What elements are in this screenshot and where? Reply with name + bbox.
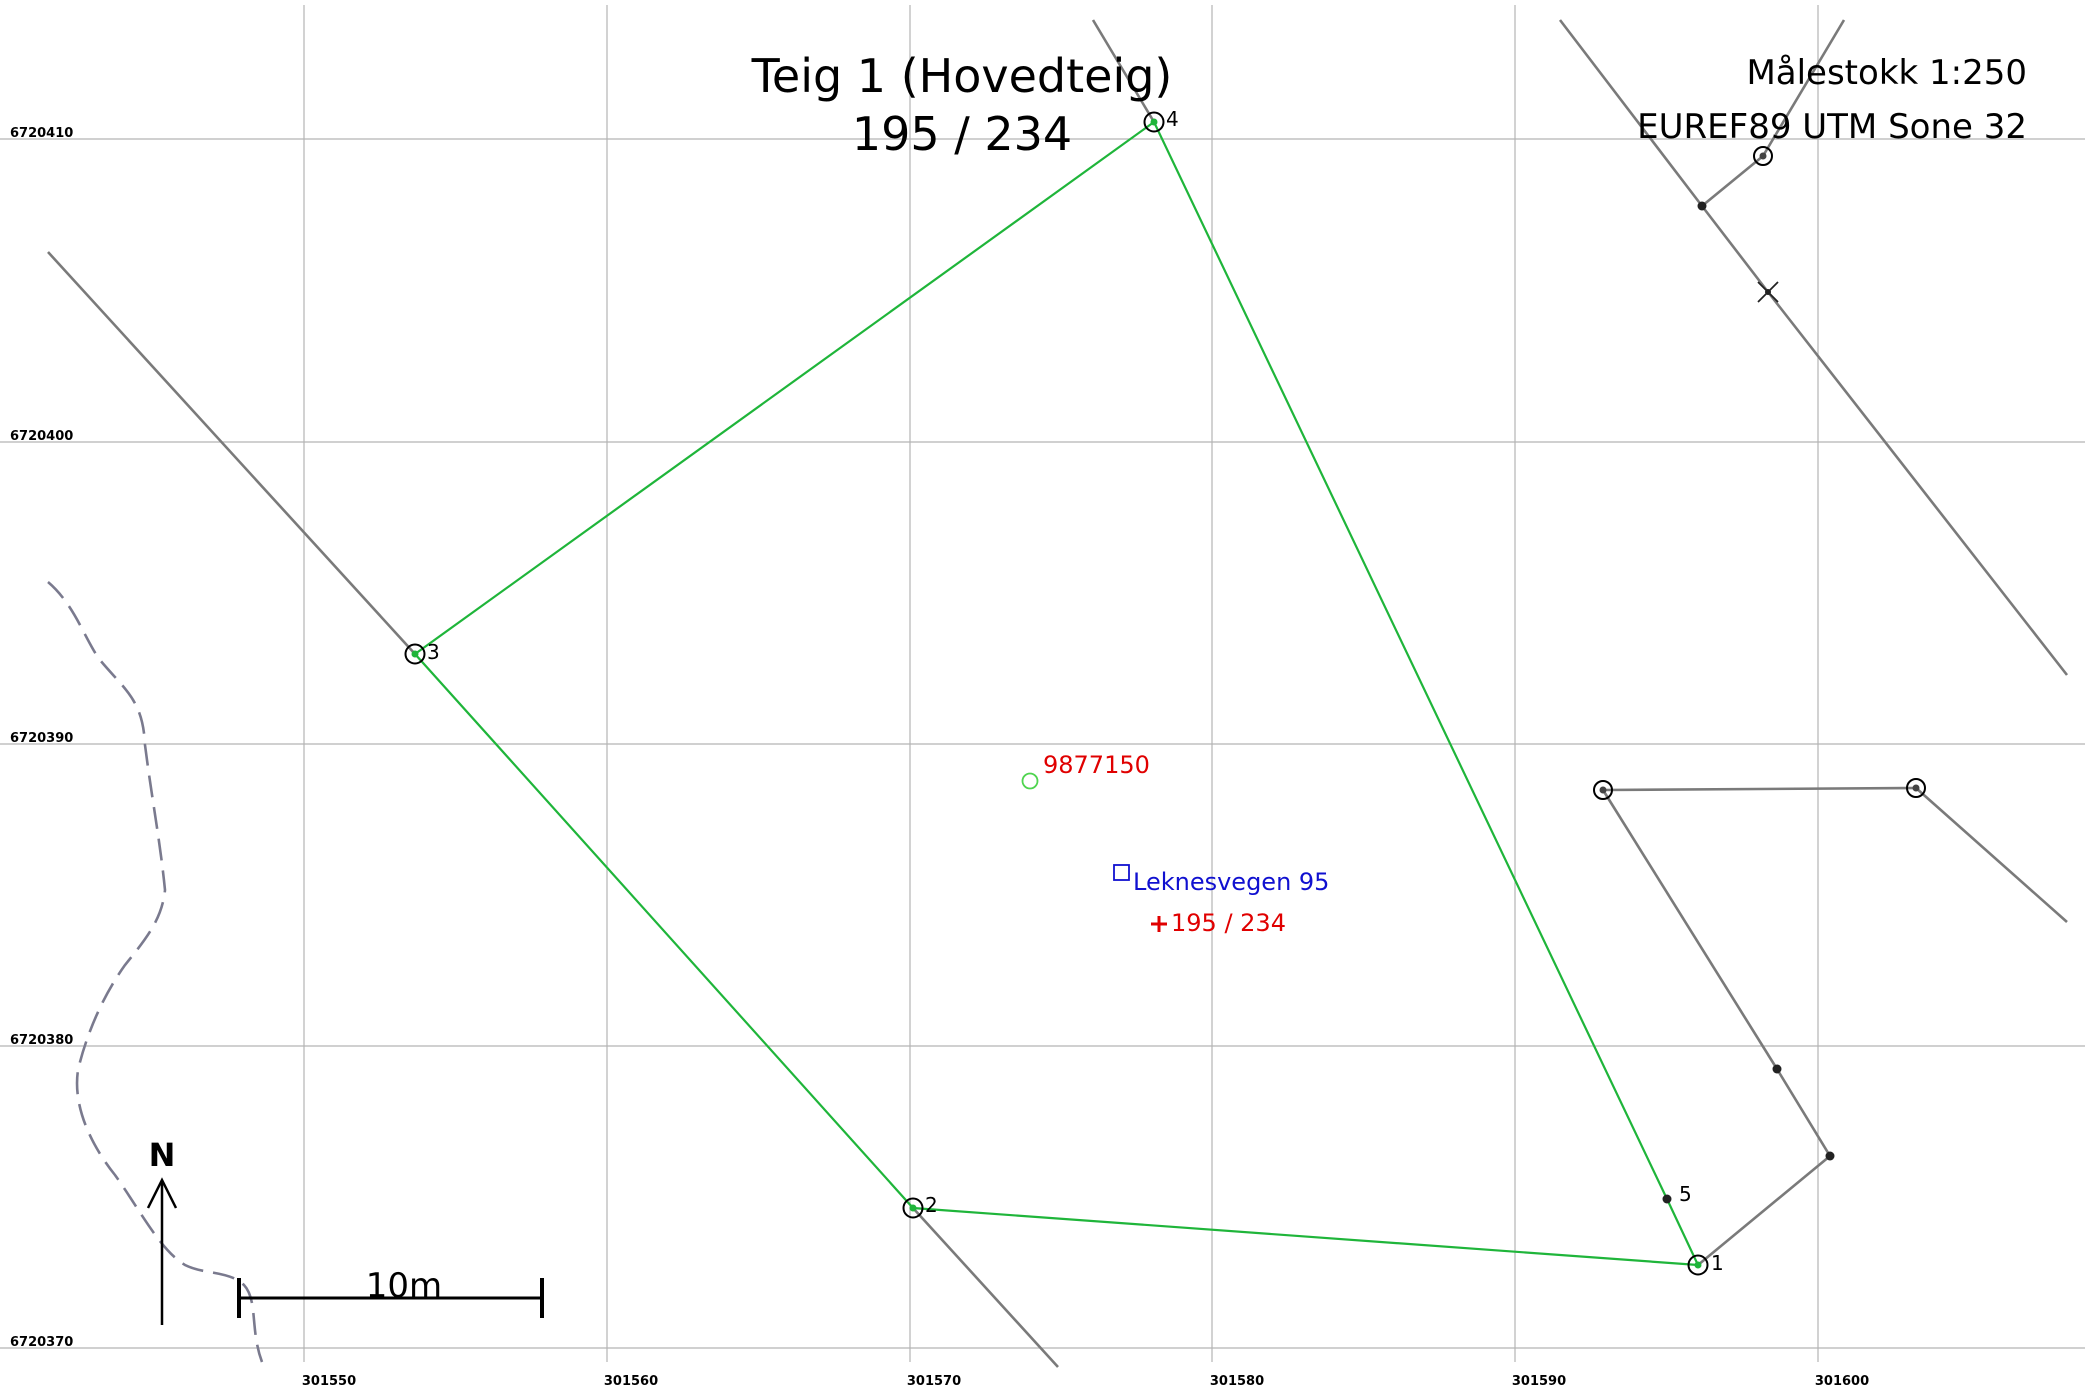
neighbor-line [1761, 19, 1846, 157]
easting-tick-label: 301590 [1512, 1374, 1566, 1387]
dashed-boundary [47, 581, 264, 1363]
neighbor-line [1091, 19, 1156, 123]
boundary-marker-icon [1906, 778, 1926, 798]
point-label: 3 [427, 640, 440, 664]
easting-tick-label: 301550 [302, 1374, 356, 1387]
neighbor-line [912, 1207, 1059, 1368]
point-dot-icon [909, 1204, 917, 1212]
grid [0, 5, 2085, 1362]
parcel-point-4[interactable]: 4 [1143, 107, 1179, 133]
scale-bar: 10m [237, 1266, 544, 1318]
neighbor-line [1766, 291, 2069, 676]
crs-text: EUREF89 UTM Sone 32 [1637, 107, 2027, 147]
building-id-label: 9877150 [1043, 751, 1150, 779]
neighbor-line [1601, 789, 1779, 1070]
easting-tick-label: 301580 [1210, 1374, 1264, 1387]
neighbor-line [1700, 205, 1770, 293]
boundary-marker-icon [1143, 111, 1165, 133]
map-subtitle: 195 / 234 [852, 107, 1072, 161]
easting-tick-label: 301570 [907, 1374, 961, 1387]
building-marker[interactable]: 9877150 [1021, 751, 1150, 790]
scale-bar-label: 10m [366, 1266, 442, 1306]
point-dot-icon [411, 650, 419, 658]
vertex-dot-icon [1772, 1064, 1782, 1074]
vertex-dot-icon [1697, 201, 1707, 211]
parcel-point-3[interactable]: 3 [404, 640, 440, 665]
point-label: 2 [925, 1193, 938, 1217]
point-label: 5 [1679, 1182, 1692, 1206]
vertex-dot-icon [1662, 1194, 1672, 1204]
building-point-icon [1021, 772, 1039, 790]
northing-tick-label: 6720410 [10, 126, 73, 141]
plus-marker-icon [1151, 916, 1167, 932]
neighbor-markers [1593, 146, 1926, 1161]
easting-tick-label: 301600 [1815, 1374, 1869, 1387]
vertex-dot-icon [1825, 1151, 1835, 1161]
point-dot-icon [1694, 1261, 1702, 1269]
north-arrow: N [146, 1136, 178, 1325]
scale-text: Målestokk 1:250 [1746, 53, 2027, 93]
parcel-point-1[interactable]: 1 [1687, 1251, 1724, 1276]
parcel-point-5[interactable]: 5 [1662, 1182, 1692, 1206]
northing-tick-label: 6720380 [10, 1033, 73, 1048]
neighbor-line [47, 251, 416, 655]
boundary-marker-icon [1593, 780, 1613, 800]
parcel-boundary[interactable] [413, 120, 1700, 1267]
easting-tick-label: 301560 [604, 1374, 658, 1387]
arrow-head-icon [146, 1177, 178, 1209]
boundary-marker-icon [404, 643, 426, 665]
neighbor-line [1775, 1068, 1832, 1157]
neighbor-line [1558, 19, 1704, 207]
point-dot-icon [1150, 118, 1158, 126]
northing-tick-labels: 6720410 6720400 6720390 6720380 6720370 [10, 126, 73, 1350]
north-label: N [149, 1136, 176, 1174]
neighbor-line [1602, 786, 1917, 792]
neighbor-boundaries [47, 19, 2069, 1368]
neighbor-line [1915, 787, 2068, 923]
cross-marker-icon [1757, 281, 1779, 303]
parcel-label: 195 / 234 [1171, 909, 1286, 937]
point-label: 1 [1711, 1251, 1724, 1275]
address-point-icon [1113, 864, 1130, 881]
neighbor-line [1701, 154, 1764, 208]
map-title: Teig 1 (Hovedteig) [751, 49, 1173, 103]
easting-tick-labels: 301550 301560 301570 301580 301590 30160… [302, 1374, 1869, 1387]
neighbor-line [1697, 1154, 1831, 1267]
boundary-marker-icon [902, 1197, 924, 1219]
parcel-point-2[interactable]: 2 [902, 1193, 938, 1219]
boundary-marker-icon [1753, 146, 1773, 166]
northing-tick-label: 6720390 [10, 731, 73, 746]
point-label: 4 [1166, 107, 1179, 131]
northing-tick-label: 6720370 [10, 1335, 73, 1350]
address-label: Leknesvegen 95 [1133, 868, 1329, 896]
northing-tick-label: 6720400 [10, 429, 73, 444]
parcel-marker[interactable]: 195 / 234 [1151, 909, 1286, 937]
address-marker[interactable]: Leknesvegen 95 [1113, 864, 1329, 896]
parcel-points: 1 2 3 4 5 [404, 107, 1724, 1276]
boundary-marker-icon [1687, 1254, 1709, 1276]
